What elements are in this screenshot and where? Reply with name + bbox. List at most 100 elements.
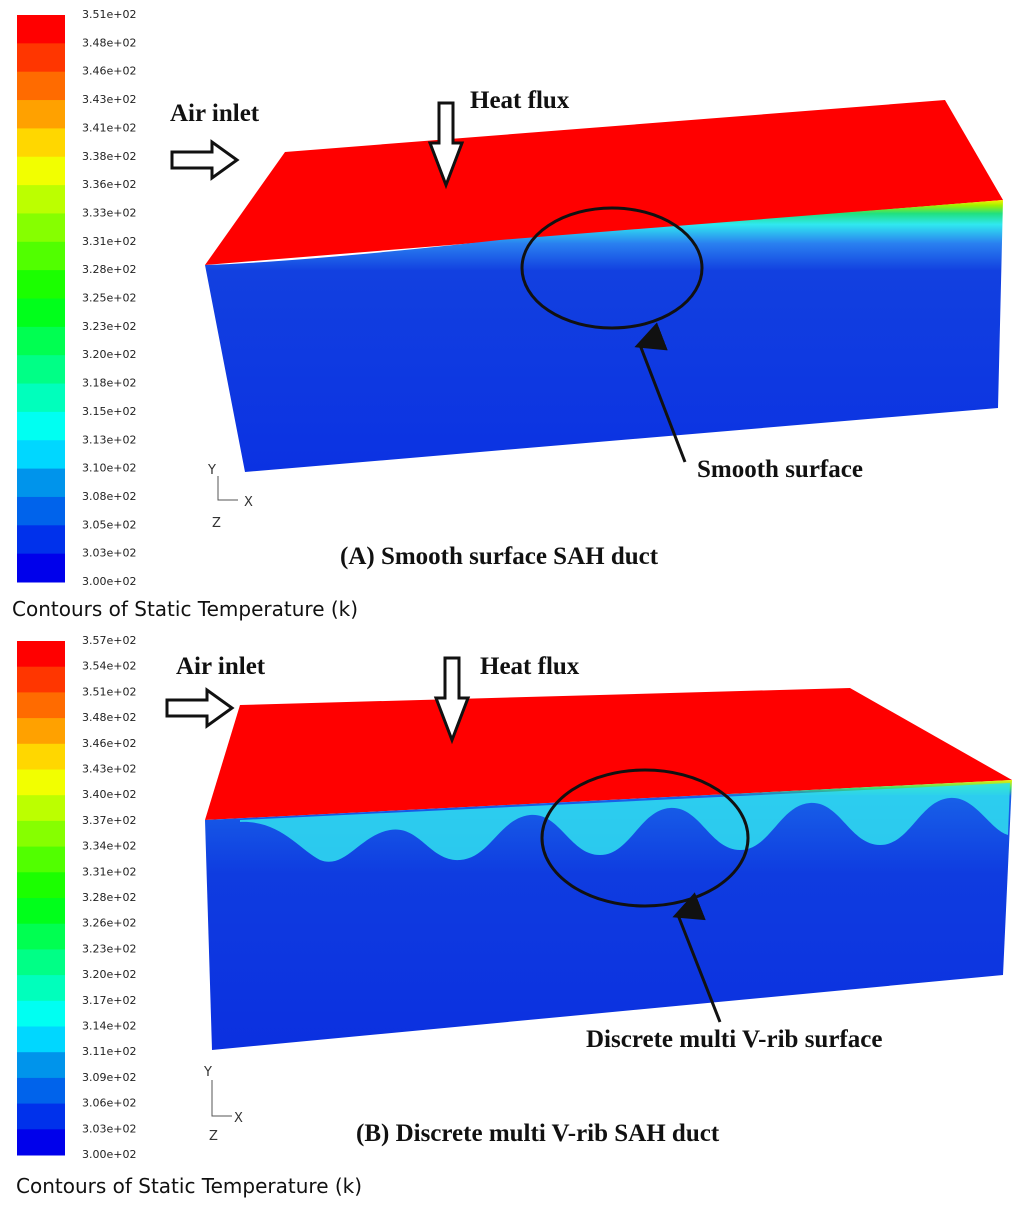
colorbar-label: 3.31e+02 xyxy=(82,235,136,248)
rib-wave-pattern xyxy=(240,783,1010,862)
colorbar-band xyxy=(17,743,65,770)
colorbar-band xyxy=(17,769,65,796)
colorbar-label: 3.26e+02 xyxy=(82,917,136,930)
front-face xyxy=(205,200,1003,472)
colorbar-band xyxy=(17,1077,65,1105)
highlight-ellipse xyxy=(520,206,704,330)
colorbar-band xyxy=(17,553,65,583)
colorbar-label: 3.37e+02 xyxy=(82,814,136,827)
colorbar-label: 3.10e+02 xyxy=(82,462,136,475)
colorbar-band xyxy=(17,949,65,976)
colorbar-band xyxy=(17,641,65,668)
caption: (B) Discrete multi V-rib SAH duct xyxy=(356,1120,720,1147)
colorbar-label: 3.15e+02 xyxy=(82,405,136,418)
axis-y: Y xyxy=(207,463,216,478)
colorbar: 3.51e+02 3.48e+02 3.46e+02 3.43e+02 3.41e+02… xyxy=(17,8,136,588)
colorbar-band xyxy=(17,298,65,328)
colorbar-label: 3.03e+02 xyxy=(82,1122,136,1135)
inlet-label: Air inlet xyxy=(176,653,266,680)
panel-b: 3.57e+02 3.54e+02 3.51e+02 3.48e+02 3.46e+02… xyxy=(16,634,1012,1198)
axis-z: Z xyxy=(209,1129,218,1144)
colorbar: 3.57e+02 3.54e+02 3.51e+02 3.48e+02 3.46e+02… xyxy=(17,634,136,1161)
colorbar-band xyxy=(17,468,65,498)
panel-a: 3.51e+02 3.48e+02 3.46e+02 3.43e+02 3.41e+02… xyxy=(12,8,1003,621)
colorbar-band xyxy=(17,383,65,413)
colorbar-label: 3.54e+02 xyxy=(82,660,136,673)
colorbar-label: 3.14e+02 xyxy=(82,1020,136,1033)
inlet-arrow xyxy=(170,139,240,181)
colorbar-band xyxy=(17,923,65,950)
colorbar-label: 3.06e+02 xyxy=(82,1097,136,1110)
colorbar-band xyxy=(17,1000,65,1027)
inlet-label: Air inlet xyxy=(170,100,260,127)
colorbar-band xyxy=(17,525,65,555)
colorbar-band xyxy=(17,270,65,299)
colorbar-label: 3.28e+02 xyxy=(82,263,136,276)
highlight-ellipse xyxy=(540,768,750,908)
colorbar-band xyxy=(17,213,65,243)
colorbar-band xyxy=(17,846,65,873)
colorbar-band xyxy=(17,795,65,822)
colorbar-label: 3.51e+02 xyxy=(82,8,136,21)
colorbar-band xyxy=(17,1103,65,1130)
colorbar-band xyxy=(17,440,65,470)
colorbar-band xyxy=(17,898,65,925)
legend-title: Contours of Static Temperature (k) xyxy=(12,597,358,621)
colorbar-label: 3.40e+02 xyxy=(82,788,136,801)
colorbar-label: 3.03e+02 xyxy=(82,547,136,560)
axis-triad xyxy=(211,1080,232,1117)
surface-label: Smooth surface xyxy=(697,456,863,483)
flux-label: Heat flux xyxy=(480,653,580,680)
colorbar-band xyxy=(17,820,65,848)
colorbar-label: 3.46e+02 xyxy=(82,65,136,78)
colorbar-band xyxy=(17,15,65,44)
colorbar-label: 3.18e+02 xyxy=(82,377,136,390)
colorbar-label: 3.13e+02 xyxy=(82,433,136,446)
colorbar-band xyxy=(17,666,65,693)
colorbar-band xyxy=(17,241,65,271)
colorbar-label: 3.43e+02 xyxy=(82,763,136,776)
colorbar-band xyxy=(17,156,65,186)
top-face xyxy=(205,688,1012,820)
colorbar-band xyxy=(17,100,65,129)
colorbar-band xyxy=(17,692,65,719)
colorbar-band xyxy=(17,326,65,356)
colorbar-label: 3.38e+02 xyxy=(82,150,136,163)
pointer-arrow xyxy=(634,322,687,463)
colorbar-band xyxy=(17,872,65,899)
colorbar-label: 3.28e+02 xyxy=(82,891,136,904)
axis-triad xyxy=(217,476,238,501)
colorbar-label: 3.48e+02 xyxy=(82,711,136,724)
axis-x: X xyxy=(244,495,253,510)
colorbar-band xyxy=(17,1026,65,1053)
colorbar-band xyxy=(17,43,65,73)
colorbar-label: 3.17e+02 xyxy=(82,994,136,1007)
surface-label: Discrete multi V-rib surface xyxy=(586,1026,882,1053)
colorbar-label: 3.25e+02 xyxy=(82,292,136,305)
colorbar-label: 3.00e+02 xyxy=(82,575,136,588)
colorbar-band xyxy=(17,1129,65,1156)
colorbar-band xyxy=(17,496,65,526)
colorbar-label: 3.00e+02 xyxy=(82,1148,136,1161)
caption: (A) Smooth surface SAH duct xyxy=(340,543,659,570)
colorbar-label: 3.20e+02 xyxy=(82,348,136,361)
axis-x: X xyxy=(234,1111,243,1126)
colorbar-band xyxy=(17,185,65,214)
flux-arrow xyxy=(433,656,471,745)
axis-y: Y xyxy=(203,1065,212,1080)
colorbar-band xyxy=(17,1052,65,1079)
colorbar-label: 3.34e+02 xyxy=(82,840,136,853)
colorbar-band xyxy=(17,128,65,158)
colorbar-label: 3.31e+02 xyxy=(82,865,136,878)
colorbar-label: 3.23e+02 xyxy=(82,942,136,955)
colorbar-label: 3.48e+02 xyxy=(82,36,136,49)
colorbar-label: 3.41e+02 xyxy=(82,121,136,134)
colorbar-label: 3.20e+02 xyxy=(82,968,136,981)
colorbar-label: 3.09e+02 xyxy=(82,1071,136,1084)
colorbar-band xyxy=(17,411,65,441)
flux-label: Heat flux xyxy=(470,87,570,114)
colorbar-label: 3.46e+02 xyxy=(82,737,136,750)
colorbar-label: 3.33e+02 xyxy=(82,206,136,219)
legend-title: Contours of Static Temperature (k) xyxy=(16,1174,362,1198)
